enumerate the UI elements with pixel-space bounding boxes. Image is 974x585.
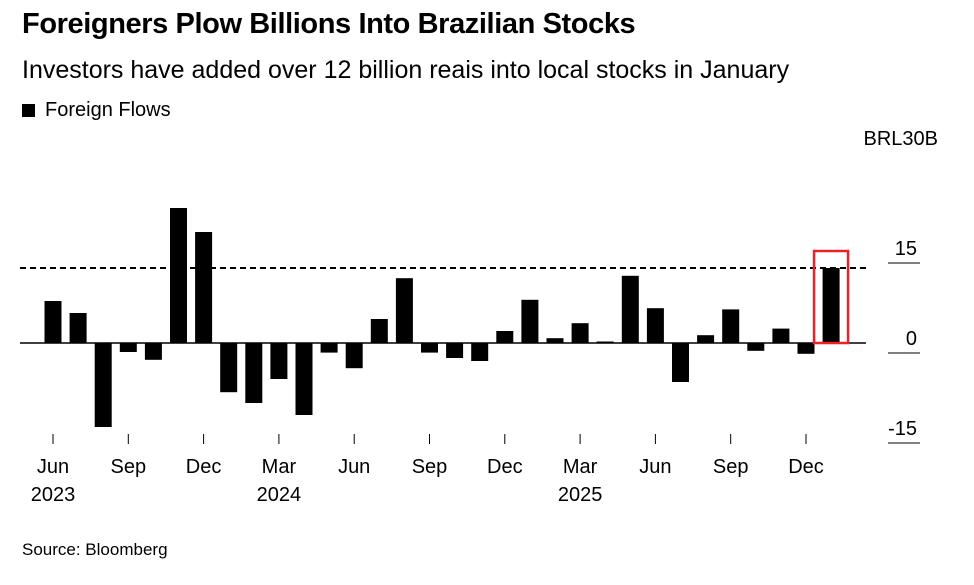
x-tick-label: Sep [713, 456, 749, 478]
x-tick-year-label: 2024 [257, 484, 302, 506]
bar [747, 343, 765, 351]
bar [697, 335, 715, 343]
chart-subtitle: Investors have added over 12 billion rea… [22, 56, 790, 84]
bar [672, 343, 689, 382]
x-tick-label: Sep [412, 456, 448, 478]
bar [270, 343, 288, 379]
bar [320, 343, 338, 353]
bar [94, 343, 112, 427]
x-tick-label: Mar [563, 456, 598, 478]
bar [295, 343, 313, 415]
x-tick-label: Mar [262, 456, 297, 478]
bar [119, 343, 137, 352]
bar [722, 309, 740, 343]
bar [822, 268, 840, 343]
x-tick-year-label: 2025 [558, 484, 603, 506]
bar [446, 343, 464, 358]
source-note: Source: Bloomberg [22, 540, 168, 559]
bar [245, 343, 263, 403]
bar [144, 343, 162, 360]
bar [772, 328, 790, 343]
bar [195, 232, 213, 343]
y-axis-unit-label: BRL30B [864, 128, 939, 150]
bar [220, 343, 238, 393]
x-tick-label: Sep [111, 456, 147, 478]
bar [395, 278, 413, 343]
bar [521, 299, 539, 343]
bar [621, 275, 639, 343]
bar [421, 343, 438, 353]
bar [471, 343, 489, 361]
x-tick-label: Jun [37, 456, 69, 478]
x-tick-label: Dec [487, 456, 523, 478]
x-tick-label: Jun [639, 456, 671, 478]
x-tick-label: Dec [186, 456, 222, 478]
x-tick-label: Dec [788, 456, 824, 478]
bar [797, 343, 815, 354]
bar [170, 208, 187, 343]
bar [546, 338, 564, 343]
legend: Foreign Flows [22, 99, 171, 122]
bar [69, 313, 87, 343]
bar [44, 301, 62, 343]
y-tick-label: -15 [888, 418, 917, 440]
legend-swatch [22, 104, 35, 117]
bar [571, 323, 589, 343]
x-tick-year-label: 2023 [31, 484, 76, 506]
y-tick-label: 0 [906, 328, 917, 350]
highlight-box [812, 249, 850, 345]
bar [646, 308, 664, 343]
bar [370, 319, 388, 343]
x-tick-label: Jun [338, 456, 370, 478]
bar [496, 331, 514, 343]
chart-title: Foreigners Plow Billions Into Brazilian … [22, 8, 636, 40]
bar [345, 343, 363, 369]
legend-label: Foreign Flows [45, 99, 171, 121]
y-tick-label: 15 [895, 238, 917, 260]
